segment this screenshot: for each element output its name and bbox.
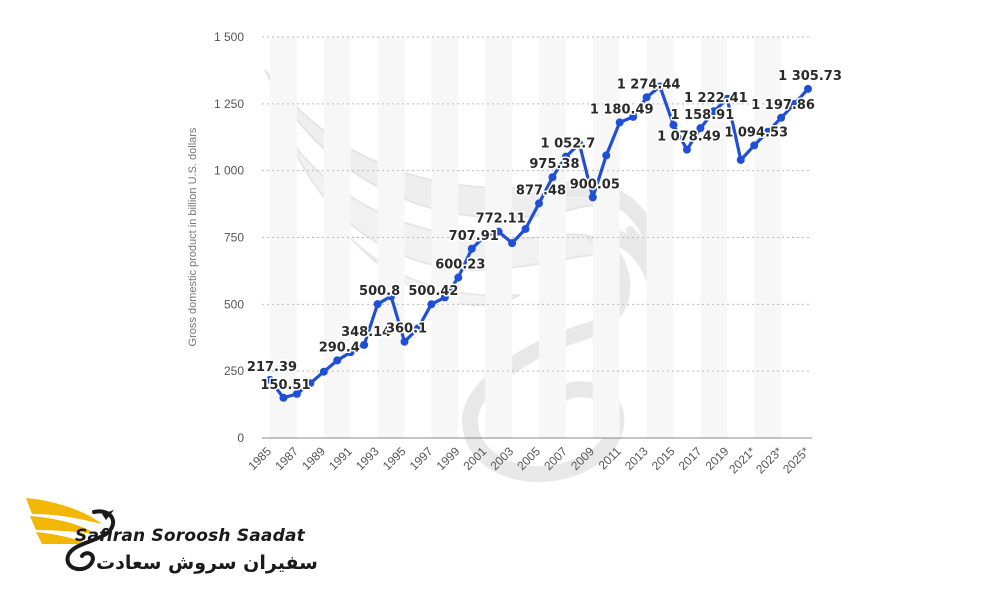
x-tick-label: 1989 [299,444,328,473]
data-point [736,155,745,164]
data-point [521,224,530,233]
data-label: 1 180.49 [590,102,654,117]
brand-logo [26,498,116,572]
data-point [588,193,597,202]
data-point [387,292,396,301]
data-label: 1 305.73 [778,69,842,84]
y-axis-label: Gross domestic product in billion U.S. d… [187,127,199,346]
data-point [279,393,288,402]
data-label: 1 052.7 [541,137,596,152]
data-label: 1 158.91 [671,108,735,123]
x-tick-label: 1987 [272,444,301,473]
data-point [602,151,611,160]
y-tick-label: 1 000 [214,164,244,178]
data-label: 975.38 [529,157,579,172]
x-tick-label: 1995 [380,444,409,473]
x-tick-label: 2013 [622,444,651,473]
x-tick-label: 1997 [407,444,436,473]
x-tick-label: 1999 [434,444,463,473]
data-point [561,152,570,161]
data-label: 1 078.49 [657,130,721,145]
y-tick-label: 500 [224,297,244,311]
data-point [629,112,638,121]
data-label: 772.11 [476,212,526,227]
data-point [400,337,409,346]
y-tick-label: 1 500 [214,30,244,44]
data-label: 900.05 [570,177,620,192]
data-label: 500.42 [408,284,458,299]
x-tick-label: 2023* [753,444,785,476]
data-point [642,93,651,102]
data-label: 500.8 [359,284,400,299]
grid-band [646,37,674,438]
data-point [548,173,557,182]
data-point [535,199,543,208]
data-point [333,356,342,365]
data-point [508,239,517,248]
y-tick-label: 250 [224,364,244,378]
data-label: 290.4 [319,340,360,355]
brand-name-fa: سفیران سروش سعادت [96,552,318,574]
data-label: 707.91 [449,229,499,244]
data-point [454,273,463,282]
data-label: 348.14 [341,325,391,340]
data-point [750,141,759,150]
x-tick-label: 2017 [676,444,705,473]
wing-logo-icon [26,498,116,572]
data-point [319,367,328,376]
y-tick-label: 0 [237,431,244,445]
y-tick-label: 1 250 [214,97,244,111]
data-label: 150.51 [260,378,310,393]
x-tick-label: 2021* [726,444,758,476]
data-point [360,340,369,349]
data-label: 360.1 [386,322,427,337]
data-point [723,94,732,103]
data-point [266,375,274,384]
data-label: 877.48 [516,183,566,198]
data-point [763,127,772,136]
data-point [790,99,799,108]
y-tick-label: 750 [224,231,244,245]
x-tick-label: 1985 [245,444,274,473]
grid-band [377,37,405,438]
data-point [804,84,812,93]
data-point [777,113,786,122]
grid-band [592,37,620,438]
data-point [306,379,315,388]
data-point [709,107,718,116]
data-point [346,348,355,357]
data-label: 1 222.41 [684,91,748,106]
x-tick-label: 1993 [353,444,382,473]
x-tick-label: 2025* [780,444,812,476]
data-point [292,389,301,398]
data-point [427,300,436,309]
brand-name-en: Safiran Soroosh Saadat [75,526,305,546]
data-point [373,300,382,309]
data-label: 217.39 [247,360,297,375]
data-point [467,244,476,253]
data-label: 1 197.86 [751,98,815,113]
x-tick-label: 1991 [326,444,355,473]
data-label: 600.23 [435,258,485,273]
data-point [696,124,705,133]
data-point [669,120,678,129]
data-point [575,139,584,148]
data-point [656,82,665,91]
data-point [494,227,503,236]
data-point [682,145,691,154]
data-point [481,231,490,240]
data-point [413,324,422,333]
x-tick-label: 2015 [649,444,678,473]
data-label: 1 094.53 [724,125,788,140]
data-label: 1 274.44 [617,77,681,92]
data-point [615,118,624,127]
data-point [440,293,449,302]
